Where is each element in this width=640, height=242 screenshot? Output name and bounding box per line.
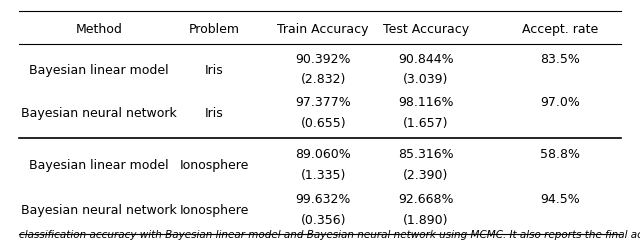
Text: Problem: Problem bbox=[189, 23, 240, 36]
Text: (1.890): (1.890) bbox=[403, 214, 449, 227]
Text: 89.060%: 89.060% bbox=[295, 148, 351, 161]
Text: Bayesian linear model: Bayesian linear model bbox=[29, 159, 169, 172]
Text: (1.335): (1.335) bbox=[301, 169, 346, 182]
Text: Method: Method bbox=[76, 23, 123, 36]
Text: Bayesian neural network: Bayesian neural network bbox=[21, 107, 177, 120]
Text: 90.844%: 90.844% bbox=[398, 53, 453, 66]
Text: 97.0%: 97.0% bbox=[540, 96, 580, 109]
Text: Accept. rate: Accept. rate bbox=[522, 23, 598, 36]
Text: 94.5%: 94.5% bbox=[540, 193, 580, 206]
Text: Bayesian neural network: Bayesian neural network bbox=[21, 204, 177, 217]
Text: Bayesian linear model: Bayesian linear model bbox=[29, 64, 169, 77]
Text: (1.657): (1.657) bbox=[403, 117, 449, 130]
Text: Ionosphere: Ionosphere bbox=[180, 159, 249, 172]
Text: Iris: Iris bbox=[205, 107, 224, 120]
Text: classification accuracy with Bayesian linear model and Bayesian neural network u: classification accuracy with Bayesian li… bbox=[19, 230, 640, 240]
Text: (2.390): (2.390) bbox=[403, 169, 448, 182]
Text: 92.668%: 92.668% bbox=[398, 193, 453, 206]
Text: 90.392%: 90.392% bbox=[296, 53, 351, 66]
Text: 99.632%: 99.632% bbox=[296, 193, 351, 206]
Text: Iris: Iris bbox=[205, 64, 224, 77]
Text: Test Accuracy: Test Accuracy bbox=[383, 23, 468, 36]
Text: 98.116%: 98.116% bbox=[398, 96, 453, 109]
Text: 58.8%: 58.8% bbox=[540, 148, 580, 161]
Text: (0.356): (0.356) bbox=[300, 214, 346, 227]
Text: (2.832): (2.832) bbox=[301, 73, 346, 86]
Text: 85.316%: 85.316% bbox=[398, 148, 453, 161]
Text: (0.655): (0.655) bbox=[300, 117, 346, 130]
Text: Ionosphere: Ionosphere bbox=[180, 204, 249, 217]
Text: 83.5%: 83.5% bbox=[540, 53, 580, 66]
Text: Train Accuracy: Train Accuracy bbox=[278, 23, 369, 36]
Text: 97.377%: 97.377% bbox=[295, 96, 351, 109]
Text: (3.039): (3.039) bbox=[403, 73, 448, 86]
